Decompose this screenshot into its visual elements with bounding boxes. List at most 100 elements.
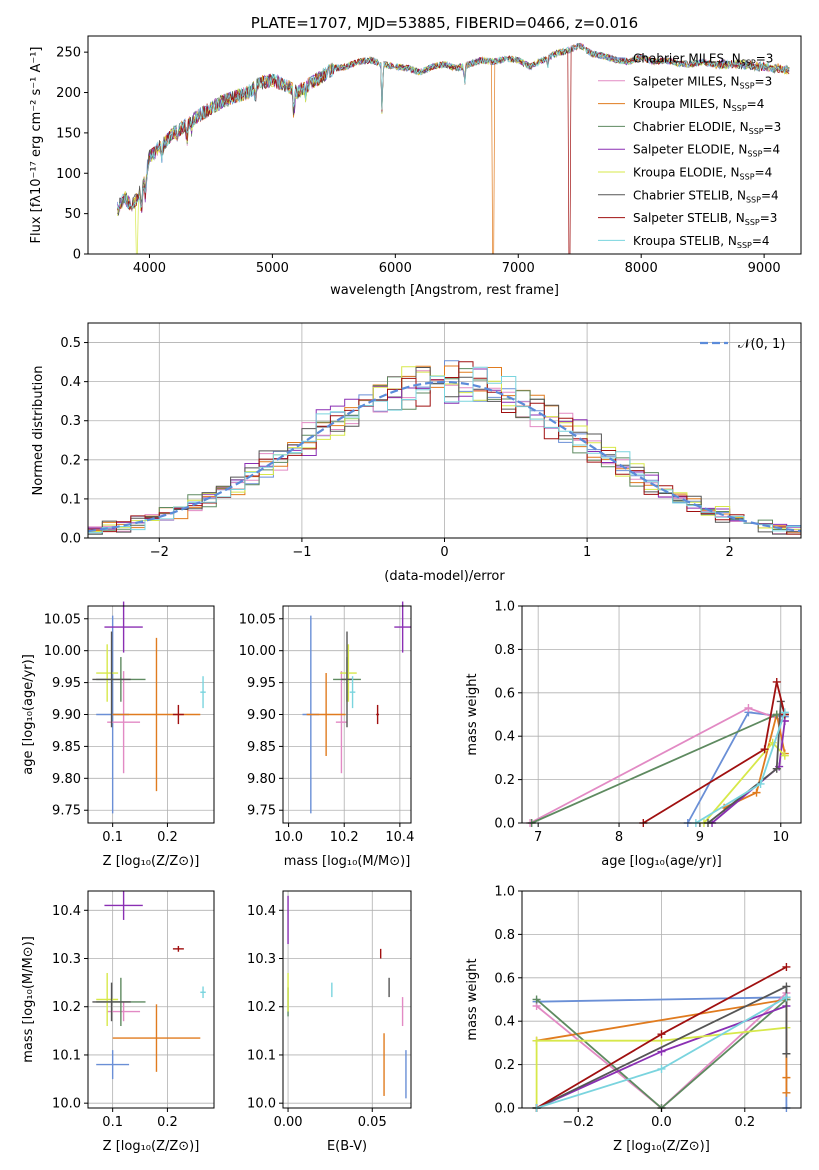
- x-tick-label: 10.0: [274, 830, 303, 845]
- legend-entry: Kroupa ELODIE, NSSP=4: [633, 166, 772, 182]
- mass-weight-line: [642, 681, 786, 824]
- y-tick-label: 9.85: [52, 740, 81, 755]
- legend-entry-subscript: SSP: [746, 195, 761, 204]
- chart-title: PLATE=1707, MJD=53885, FIBERID=0466, z=0…: [251, 14, 638, 32]
- x-tick-label: 0.0: [651, 1115, 672, 1130]
- y-tick-label: 9.75: [52, 804, 81, 819]
- legend-entry: 𝒩(0, 1): [738, 337, 785, 352]
- x-tick-label: 4000: [133, 261, 166, 276]
- mass-vs-metallicity-panel: 0.1 0.2 10.0 10.1 10.2 10.3 10.4 Z [log₁₀(Z/Z⊙)…: [21, 890, 215, 1154]
- y-tick-label: 9.80: [52, 772, 81, 787]
- legend-entry-count: =4: [747, 97, 765, 111]
- legend-entry-subscript: SSP: [740, 81, 755, 90]
- x-axis-label: (data-model)/error: [384, 569, 505, 584]
- mass-weight-marker: [782, 1049, 791, 1058]
- legend-entry: Kroupa MILES, NSSP=4: [633, 97, 764, 113]
- x-tick-label: −0.2: [562, 1115, 594, 1130]
- x-tick-label: 0.05: [358, 1115, 387, 1130]
- spectrum-line: [117, 42, 790, 210]
- x-axis-label: E(B-V): [327, 1139, 367, 1154]
- y-tick-label: 10.2: [52, 1000, 81, 1015]
- x-tick-label: 0.2: [734, 1115, 755, 1130]
- y-tick-label: 0.8: [494, 928, 515, 943]
- x-tick-label: −2: [150, 545, 169, 560]
- y-tick-label: 10.05: [44, 612, 81, 627]
- legend-entry-name: Kroupa STELIB, N: [633, 234, 737, 248]
- y-tick-label: 9.95: [52, 676, 81, 691]
- x-tick-label: 0.2: [157, 830, 178, 845]
- y-tick-label: 1.0: [494, 885, 515, 900]
- y-tick-label: 10.0: [247, 1097, 276, 1112]
- legend-entry-count: =4: [752, 234, 770, 248]
- y-tick-label: 10.00: [44, 644, 81, 659]
- x-tick-label: 0: [440, 545, 448, 560]
- legend-entry-name: Kroupa MILES, N: [633, 97, 732, 111]
- y-tick-label: 0.2: [60, 453, 81, 468]
- legend-entry-count: =3: [755, 74, 773, 88]
- x-axis-label: Z [log₁₀(Z/Z⊙)]: [103, 854, 200, 869]
- x-tick-label: 0.00: [274, 1115, 303, 1130]
- y-tick-label: 200: [56, 86, 81, 101]
- legend-entry-subscript: SSP: [732, 104, 747, 113]
- x-axis-label: wavelength [Angstrom, rest frame]: [330, 283, 559, 298]
- y-tick-label: 0.0: [60, 532, 81, 547]
- normal-curve: [87, 380, 802, 533]
- mass-weight-marker: [782, 962, 791, 971]
- spectrum-panel: 4000 5000 6000 7000 8000 9000 0 50 100 150 200 250 w…: [29, 14, 802, 298]
- residual-distribution-panel: −2 −1 0 1 2 0.0 0.1 0.2 0.3 0.4 0.5 (data-model)/er…: [31, 322, 802, 584]
- legend-entry-subscript: SSP: [737, 241, 752, 250]
- mass-vs-ebv-panel: 0.00 0.05 10.0 10.1 10.2 10.3 10.4 E(B-V): [247, 890, 412, 1154]
- y-tick-label: 100: [56, 167, 81, 182]
- x-tick-label: 5000: [256, 261, 289, 276]
- y-axis-label: mass [log₁₀(M/M⊙)]: [21, 936, 36, 1063]
- x-axis-label: age [log₁₀(age/yr)]: [601, 854, 722, 869]
- y-tick-label: 0.4: [60, 375, 81, 390]
- y-tick-label: 50: [64, 207, 81, 222]
- x-tick-label: 7000: [502, 261, 535, 276]
- mass-weight-marker: [756, 779, 765, 788]
- y-tick-label: 10.3: [247, 952, 276, 967]
- legend-entry-count: =4: [761, 188, 779, 202]
- y-tick-label: 10.0: [52, 1097, 81, 1112]
- legend-entry: Chabrier STELIB, NSSP=4: [633, 188, 779, 204]
- x-tick-label: 9000: [748, 261, 781, 276]
- mass-weight-marker: [752, 788, 761, 797]
- mass-weight-marker: [782, 1088, 791, 1097]
- y-tick-label: 9.80: [247, 772, 276, 787]
- mass-weight-marker: [782, 1073, 791, 1082]
- y-tick-label: 0.2: [494, 1058, 515, 1073]
- mass-weight-marker: [772, 764, 781, 773]
- mass-weight-marker: [772, 677, 781, 686]
- legend-entry-name: Salpeter ELODIE, N: [633, 143, 747, 157]
- y-tick-label: 250: [56, 46, 81, 61]
- y-tick-label: 0: [73, 248, 81, 263]
- x-tick-label: 7: [534, 830, 542, 845]
- x-tick-label: 1: [583, 545, 591, 560]
- x-axis-label: Z [log₁₀(Z/Z⊙)]: [613, 1139, 710, 1154]
- y-axis-label: Flux [fλ10⁻¹⁷ erg cm⁻² s⁻¹ A⁻¹]: [29, 47, 44, 244]
- mass-weight-marker: [782, 982, 791, 991]
- mass-weight-line: [531, 713, 785, 824]
- y-axis-label: Normed distribution: [31, 366, 46, 496]
- axes-frame: [282, 890, 412, 1109]
- legend-entry-subscript: SSP: [740, 173, 755, 182]
- y-tick-label: 0.6: [494, 686, 515, 701]
- legend-entry-name: Kroupa ELODIE, N: [633, 166, 740, 180]
- y-tick-label: 9.90: [52, 708, 81, 723]
- y-tick-label: 0.4: [494, 1015, 515, 1030]
- mass-weight-marker: [532, 995, 541, 1004]
- y-tick-label: 9.85: [247, 740, 276, 755]
- y-tick-label: 9.75: [247, 804, 276, 819]
- x-tick-label: 10: [773, 830, 790, 845]
- axes-frame: [87, 890, 215, 1109]
- y-tick-label: 9.90: [247, 708, 276, 723]
- x-tick-label: 10.2: [330, 830, 359, 845]
- y-tick-label: 10.2: [247, 1000, 276, 1015]
- legend-entry-name: Chabrier MILES, N: [633, 52, 741, 66]
- legend-entry-subscript: SSP: [741, 59, 756, 68]
- y-tick-label: 0.4: [494, 730, 515, 745]
- mass-weight-marker: [780, 708, 789, 717]
- y-axis-label: mass weight: [465, 673, 480, 755]
- x-tick-label: 0.2: [157, 1115, 178, 1130]
- mass-weight-marker: [657, 1030, 666, 1039]
